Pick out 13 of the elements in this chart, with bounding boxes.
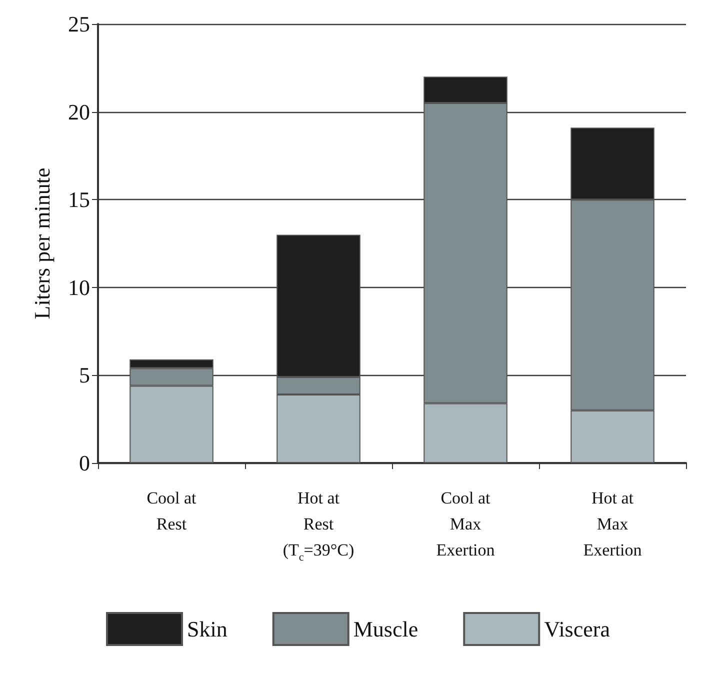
legend-label: Skin	[187, 616, 228, 642]
legend-label: Viscera	[544, 616, 610, 642]
y-tick-label: 20	[68, 99, 90, 124]
y-tick-label: 10	[68, 274, 90, 300]
y-tick-label: 15	[68, 187, 90, 212]
x-tick-label: Cool at Rest	[146, 488, 197, 534]
y-tick-label: 25	[68, 12, 90, 36]
legend-label: Muscle	[353, 616, 418, 642]
x-tick-label: Hot at Max Exertion	[583, 488, 642, 560]
y-axis-title: Liters per minute	[30, 168, 54, 320]
x-tick-label: Cool at Max Exertion	[436, 488, 496, 560]
y-tick-label: 5	[79, 362, 90, 388]
y-tick-label: 0	[79, 450, 90, 476]
